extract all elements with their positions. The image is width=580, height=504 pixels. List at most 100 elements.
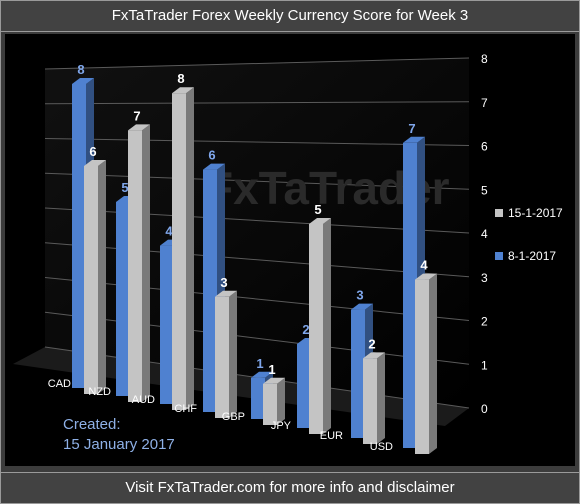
data-label: 2 (368, 336, 375, 351)
data-label: 6 (89, 144, 96, 159)
bar-top (263, 377, 285, 384)
gridline (44, 101, 470, 105)
data-label: 8 (177, 71, 184, 86)
y-tick-label: 4 (481, 227, 488, 241)
bar-side (142, 124, 150, 403)
y-tick-label: 2 (481, 315, 488, 329)
bar-top (72, 78, 94, 84)
bar-top (363, 352, 385, 359)
bar-top (351, 303, 373, 310)
gridline (44, 207, 470, 234)
bar-15-1-2017: 5 (309, 202, 331, 434)
x-tick-label: CHF (174, 403, 197, 415)
bar-top (251, 371, 273, 378)
data-label: 8 (77, 62, 84, 77)
bar-front (351, 309, 365, 438)
bar-front (160, 245, 174, 404)
bar-front (363, 358, 377, 444)
data-label: 1 (256, 356, 263, 371)
bar-front (72, 84, 86, 388)
bar-top (215, 290, 237, 297)
y-tick-label: 6 (481, 140, 488, 154)
footer-text: Visit FxTaTrader.com for more info and d… (1, 472, 579, 503)
bar-top (203, 163, 225, 170)
created-date: 15 January 2017 (63, 436, 175, 453)
data-label: 7 (408, 121, 415, 136)
bar-side (323, 218, 331, 434)
bar-side (377, 352, 385, 444)
data-label: 4 (420, 258, 428, 273)
gridline (44, 57, 470, 70)
y-tick-label: 8 (481, 52, 488, 66)
bar-top (172, 87, 194, 94)
bar-15-1-2017: 6 (84, 144, 106, 394)
data-label: 3 (356, 288, 363, 303)
bar-side (229, 290, 237, 418)
bar-front (203, 169, 217, 412)
bar-front (403, 142, 417, 449)
y-tick-label: 5 (481, 183, 488, 197)
x-tick-label: JPY (271, 420, 292, 432)
bar-side (277, 377, 285, 425)
bar-front (172, 93, 186, 410)
bar-15-1-2017: 1 (263, 362, 285, 425)
bar-side (98, 160, 106, 394)
data-label: 5 (121, 180, 128, 195)
gridline (44, 311, 470, 365)
bar-15-1-2017: 2 (363, 336, 385, 444)
page-title: FxTaTrader Forex Weekly Currency Score f… (1, 1, 579, 32)
bar-top (84, 160, 106, 166)
bar-side (186, 87, 194, 410)
legend-swatch (495, 252, 503, 260)
bar-top (309, 218, 331, 224)
y-tick-label: 7 (481, 96, 488, 110)
bar-15-1-2017: 4 (415, 258, 437, 454)
bar-front (297, 344, 311, 428)
bar-top (403, 136, 425, 143)
legend-label: 15-1-2017 (508, 206, 563, 220)
data-label: 2 (302, 322, 309, 337)
data-label: 3 (220, 275, 227, 290)
bar-top (128, 124, 150, 131)
bars: 8 6 5 7 4 8 6 3 1 1 2 5 3 2 7 4 (72, 62, 437, 454)
data-label: 4 (165, 224, 173, 239)
x-tick-label: EUR (320, 430, 343, 442)
data-label: 6 (208, 148, 215, 163)
x-tick-label: GBP (222, 411, 245, 423)
legend: 15-1-2017 8-1-2017 (495, 206, 563, 263)
data-label: 7 (133, 108, 140, 123)
legend-swatch (495, 209, 503, 217)
gridline (44, 242, 470, 278)
x-tick-label: AUD (132, 394, 155, 406)
gridline (44, 138, 470, 146)
bar-front (128, 130, 142, 402)
bar-front (215, 296, 229, 418)
bar-front (415, 279, 429, 454)
x-tick-label: NZD (88, 386, 111, 398)
bar-front (251, 377, 265, 419)
x-axis-labels: CAD NZD AUD CHF GBP JPY EUR USD (48, 378, 393, 453)
bar-top (415, 273, 437, 280)
bar-15-1-2017: 8 (172, 71, 194, 410)
legend-label: 8-1-2017 (508, 249, 556, 263)
bar-15-1-2017: 7 (128, 108, 150, 403)
gridline (44, 172, 470, 190)
bar-front (263, 383, 277, 425)
y-tick-label: 0 (481, 402, 488, 416)
y-tick-label: 1 (481, 358, 488, 372)
bar-front (84, 166, 98, 394)
x-tick-label: USD (370, 441, 393, 453)
bar-15-1-2017: 3 (215, 275, 237, 418)
y-axis-ticks: 0 1 2 3 4 5 6 7 8 (481, 52, 488, 416)
y-tick-label: 3 (481, 271, 488, 285)
bar-front (309, 224, 323, 434)
bar-side (429, 273, 437, 454)
created-label: Created: (63, 416, 121, 433)
x-tick-label: CAD (48, 378, 71, 390)
gridline (44, 277, 470, 321)
bar-front (116, 202, 130, 396)
data-label: 1 (268, 362, 275, 377)
